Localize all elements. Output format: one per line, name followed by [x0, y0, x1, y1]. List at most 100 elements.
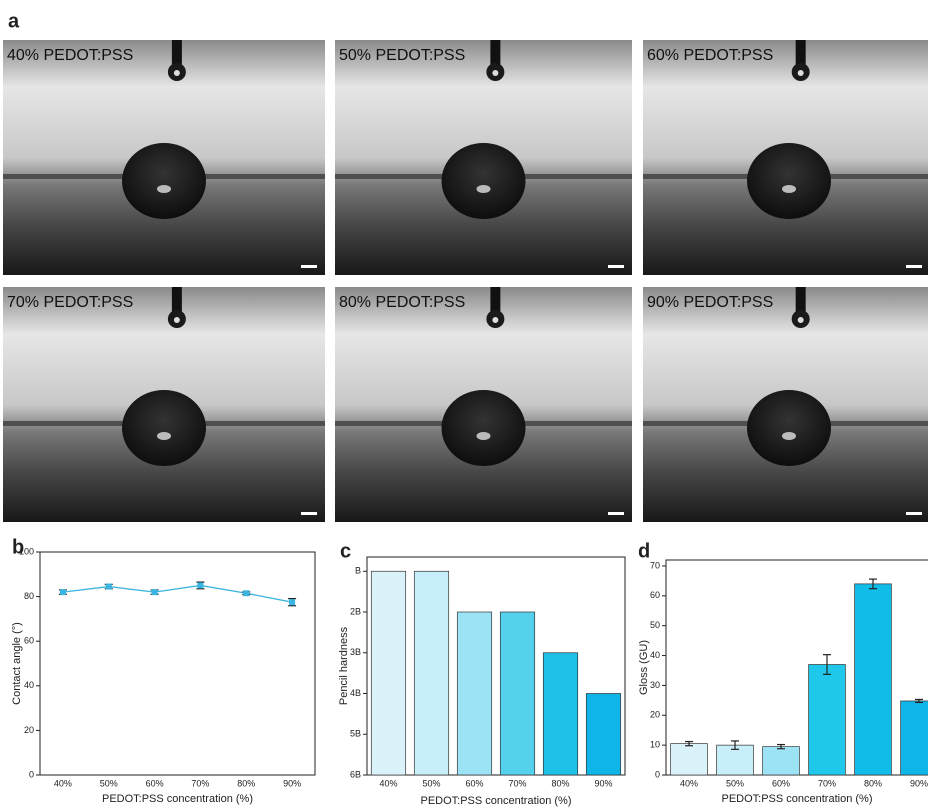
- scale-bar: [608, 265, 624, 268]
- x-tick-label: 40%: [680, 778, 698, 788]
- bar: [900, 700, 928, 776]
- x-tick-label: 60%: [465, 778, 483, 788]
- x-tick-label: 60%: [772, 778, 790, 788]
- bar: [413, 570, 450, 776]
- droplet-highlight: [157, 432, 171, 440]
- y-tick-label: 20: [650, 710, 660, 720]
- photo-caption: 70% PEDOT:PSS: [7, 294, 133, 311]
- x-tick-label: 70%: [191, 778, 209, 788]
- needle-drop-highlight: [797, 317, 804, 323]
- x-axis-title: PEDOT:PSS concentration (%): [102, 793, 253, 805]
- panel-letter: c: [340, 540, 351, 562]
- needle-drop-highlight: [173, 317, 180, 323]
- photo-caption: 40% PEDOT:PSS: [7, 47, 133, 64]
- point: [289, 599, 296, 606]
- droplet: [747, 390, 831, 466]
- droplet: [441, 390, 526, 466]
- bar: [716, 744, 754, 776]
- bar: [854, 583, 892, 776]
- x-tick-label: 70%: [818, 778, 836, 788]
- y-tick-label: 10: [650, 740, 660, 750]
- droplet: [747, 143, 831, 219]
- bar: [370, 570, 407, 776]
- photo-caption: 80% PEDOT:PSS: [339, 294, 465, 311]
- needle: [490, 287, 501, 313]
- y-tick-label: 20: [24, 725, 34, 735]
- y-tick-label: B: [355, 566, 361, 576]
- bar: [670, 743, 708, 776]
- y-tick-label: 6B: [350, 769, 361, 779]
- needle-drop-highlight: [492, 317, 499, 323]
- needle: [171, 287, 182, 313]
- bar: [542, 652, 579, 776]
- droplet: [441, 143, 526, 219]
- y-tick-label: 4B: [350, 688, 361, 698]
- bar: [456, 611, 493, 776]
- y-tick-label: 60: [24, 636, 34, 646]
- scale-bar: [301, 265, 317, 268]
- droplet: [122, 390, 206, 466]
- x-tick-label: 50%: [726, 778, 744, 788]
- panel-letter: a: [8, 10, 20, 32]
- photo-caption: 50% PEDOT:PSS: [339, 47, 465, 64]
- x-tick-label: 90%: [910, 778, 928, 788]
- needle-drop-highlight: [173, 70, 180, 76]
- y-tick-label: 40: [650, 650, 660, 660]
- y-tick-label: 80: [24, 591, 34, 601]
- x-tick-label: 40%: [379, 778, 397, 788]
- x-tick-label: 90%: [594, 778, 612, 788]
- bar: [762, 746, 800, 776]
- point: [197, 582, 204, 589]
- y-tick-label: 40: [24, 680, 34, 690]
- plot-frame: [366, 556, 626, 776]
- point: [243, 590, 250, 597]
- scale-bar: [301, 512, 317, 515]
- x-tick-label: 50%: [100, 778, 118, 788]
- y-tick-label: 0: [655, 769, 660, 779]
- scale-bar: [906, 265, 922, 268]
- needle: [171, 40, 182, 66]
- droplet-highlight: [782, 432, 796, 440]
- x-tick-label: 80%: [551, 778, 569, 788]
- x-axis-title: PEDOT:PSS concentration (%): [420, 795, 571, 807]
- bar: [585, 693, 622, 776]
- point: [151, 589, 158, 596]
- y-tick-label: 0: [29, 769, 34, 779]
- x-tick-label: 60%: [146, 778, 164, 788]
- droplet-highlight: [476, 432, 491, 440]
- photo-caption: 60% PEDOT:PSS: [647, 47, 773, 64]
- y-tick-label: 5B: [350, 729, 361, 739]
- y-tick-label: 70: [650, 560, 660, 570]
- x-tick-label: 80%: [237, 778, 255, 788]
- droplet-highlight: [157, 185, 171, 193]
- x-tick-label: 90%: [283, 778, 301, 788]
- y-tick-label: 100: [19, 546, 34, 556]
- x-tick-label: 50%: [422, 778, 440, 788]
- droplet-highlight: [782, 185, 796, 193]
- needle: [795, 40, 806, 66]
- droplet: [122, 143, 206, 219]
- line: [62, 584, 293, 603]
- x-tick-label: 80%: [864, 778, 882, 788]
- y-axis-title: Contact angle (°): [11, 622, 23, 705]
- droplet-highlight: [476, 185, 491, 193]
- y-axis-title: Pencil hardness: [338, 626, 350, 705]
- y-tick-label: 50: [650, 620, 660, 630]
- y-tick-label: 3B: [350, 647, 361, 657]
- scale-bar: [608, 512, 624, 515]
- y-tick-label: 30: [650, 680, 660, 690]
- plot-frame: [39, 551, 316, 776]
- panel-letter: b: [12, 536, 24, 558]
- scale-bar: [906, 512, 922, 515]
- x-tick-label: 70%: [508, 778, 526, 788]
- panel-letter: d: [638, 540, 650, 562]
- bar: [808, 664, 846, 776]
- needle: [795, 287, 806, 313]
- y-tick-label: 2B: [350, 606, 361, 616]
- point: [59, 589, 66, 596]
- needle-drop-highlight: [797, 70, 804, 76]
- needle-drop-highlight: [492, 70, 499, 76]
- x-tick-label: 40%: [54, 778, 72, 788]
- plot-frame: [665, 559, 928, 776]
